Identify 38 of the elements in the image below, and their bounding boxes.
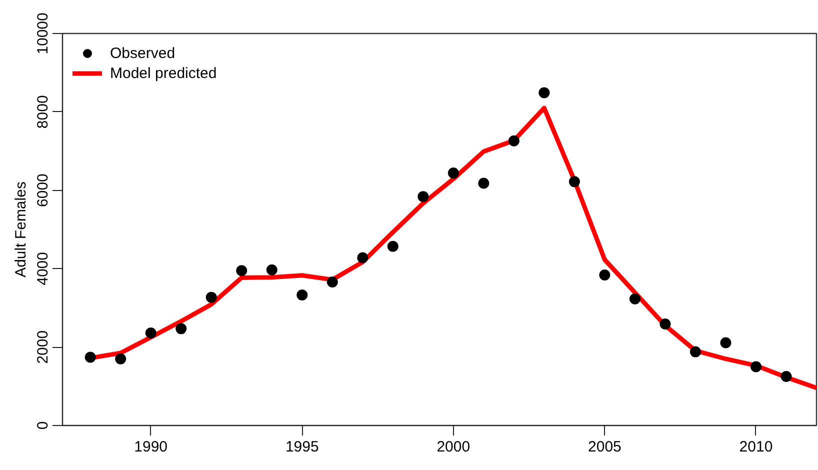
point	[266, 264, 278, 276]
point	[690, 346, 701, 358]
y-tick-label: 10000	[34, 12, 52, 54]
point	[720, 337, 732, 348]
y-tick-label: 4000	[34, 252, 52, 286]
x-tick-label: 1990	[134, 438, 168, 456]
point	[115, 353, 126, 364]
x-tick-label: 2000	[436, 438, 470, 456]
y-tick-label: 6000	[34, 174, 52, 207]
point	[84, 352, 96, 363]
point	[538, 87, 550, 98]
point	[750, 361, 762, 372]
point	[660, 318, 671, 330]
x-tick-label: 2005	[588, 438, 622, 456]
legend-label: Model predicted	[110, 64, 217, 82]
point	[780, 371, 792, 382]
y-tick-label: 0	[34, 421, 52, 430]
y-axis-title: Adult Females	[12, 182, 30, 278]
point	[326, 276, 338, 288]
x-tick-label: 2010	[739, 438, 773, 456]
point	[448, 168, 459, 179]
legend-label: Observed	[110, 44, 176, 62]
point	[387, 240, 398, 252]
point	[478, 178, 490, 189]
x-tick-label: 1995	[285, 438, 319, 456]
point	[629, 293, 640, 304]
point	[508, 135, 520, 146]
point	[206, 292, 217, 303]
point	[176, 323, 187, 334]
point	[357, 252, 368, 264]
point	[236, 265, 248, 276]
point	[599, 269, 610, 280]
point	[418, 191, 429, 202]
point	[568, 176, 580, 188]
y-tick-label: 2000	[34, 330, 52, 364]
point	[145, 328, 156, 338]
y-tick-label: 8000	[34, 95, 52, 129]
point	[296, 289, 308, 300]
